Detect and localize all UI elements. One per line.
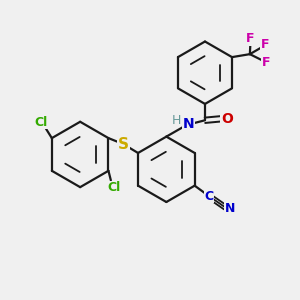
Text: F: F (262, 56, 270, 69)
Text: Cl: Cl (108, 181, 121, 194)
Text: O: O (221, 112, 233, 126)
Text: N: N (182, 116, 194, 130)
Text: F: F (261, 38, 270, 51)
Text: C: C (204, 190, 214, 202)
Text: H: H (172, 114, 181, 127)
Text: N: N (224, 202, 235, 215)
Text: S: S (118, 136, 129, 152)
Text: F: F (246, 32, 255, 45)
Text: Cl: Cl (34, 116, 47, 129)
